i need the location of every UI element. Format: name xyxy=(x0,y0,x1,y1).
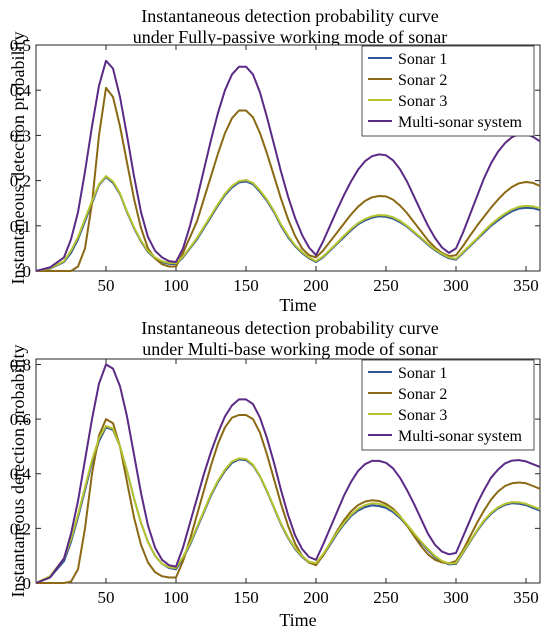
y-tick-label: 0 xyxy=(23,262,32,281)
legend-label: Sonar 2 xyxy=(398,72,447,89)
legend: Sonar 1 Sonar 2 Sonar 3 Multi-sonar system xyxy=(361,359,535,451)
x-tick-label: 100 xyxy=(163,588,189,607)
x-tick-label: 50 xyxy=(98,588,115,607)
legend-label: Sonar 1 xyxy=(398,365,447,382)
series-lines xyxy=(35,363,541,584)
chart-multi-base: Instantaneous detection probability curv… xyxy=(8,318,541,630)
x-tick-label: 300 xyxy=(443,276,469,295)
x-tick-label: 150 xyxy=(233,276,259,295)
y-axis-label: Instantaneous detection probability xyxy=(8,32,28,285)
axis-ticks: 50 100 150 200 250 300 350 0 0.2 0.4 0.6 0.8 xyxy=(10,355,540,607)
y-tick-label: 0.5 xyxy=(10,36,31,55)
y-tick-label: 0.4 xyxy=(10,465,32,484)
axis-ticks: 50 100 150 200 250 300 350 0 0.1 0.2 0.3 0.4 0.5 xyxy=(10,36,540,295)
y-tick-label: 0.6 xyxy=(10,410,31,429)
y-tick-label: 0.3 xyxy=(10,126,31,145)
legend-label: Sonar 2 xyxy=(398,386,447,403)
legend-label: Multi-sonar system xyxy=(398,114,523,131)
legend-label: Sonar 1 xyxy=(398,51,447,68)
y-tick-label: 0.4 xyxy=(10,81,32,100)
y-tick-label: 0.2 xyxy=(10,519,31,538)
series-line-2 xyxy=(36,414,541,584)
y-tick-label: 0.1 xyxy=(10,217,31,236)
chart-title-line-1: Instantaneous detection probability curv… xyxy=(141,318,438,338)
y-axis-label: Instantaneous detection probability xyxy=(8,345,28,598)
legend-label: Sonar 3 xyxy=(398,407,447,424)
legend-label: Multi-sonar system xyxy=(398,428,523,445)
x-tick-label: 350 xyxy=(513,276,539,295)
x-tick-label: 300 xyxy=(443,588,469,607)
chart-title-line-1: Instantaneous detection probability curv… xyxy=(141,6,438,26)
x-axis-label: Time xyxy=(279,610,316,630)
y-tick-label: 0.2 xyxy=(10,172,31,191)
chart-fully-passive: Instantaneous detection probability curv… xyxy=(8,6,541,315)
x-tick-label: 200 xyxy=(303,588,329,607)
legend: Sonar 1 Sonar 2 Sonar 3 Multi-sonar system xyxy=(361,45,535,137)
series-line-4 xyxy=(35,59,541,272)
x-tick-label: 150 xyxy=(233,588,259,607)
y-tick-label: 0 xyxy=(23,574,32,593)
series-line-3 xyxy=(35,424,541,584)
series-line-4 xyxy=(35,363,541,584)
x-axis-label: Time xyxy=(279,295,316,315)
x-tick-label: 100 xyxy=(163,276,189,295)
x-tick-label: 250 xyxy=(373,276,399,295)
y-tick-label: 0.8 xyxy=(10,355,31,374)
chart-title-line-2: under Fully-passive working mode of sona… xyxy=(133,27,447,47)
x-tick-label: 50 xyxy=(98,276,115,295)
x-tick-label: 350 xyxy=(513,588,539,607)
chart-title-line-2: under Multi-base working mode of sonar xyxy=(142,339,437,359)
series-line-2 xyxy=(36,86,541,272)
series-line-3 xyxy=(35,175,541,272)
series-lines xyxy=(35,59,541,272)
x-tick-label: 200 xyxy=(303,276,329,295)
legend-label: Sonar 3 xyxy=(398,93,447,110)
x-tick-label: 250 xyxy=(373,588,399,607)
